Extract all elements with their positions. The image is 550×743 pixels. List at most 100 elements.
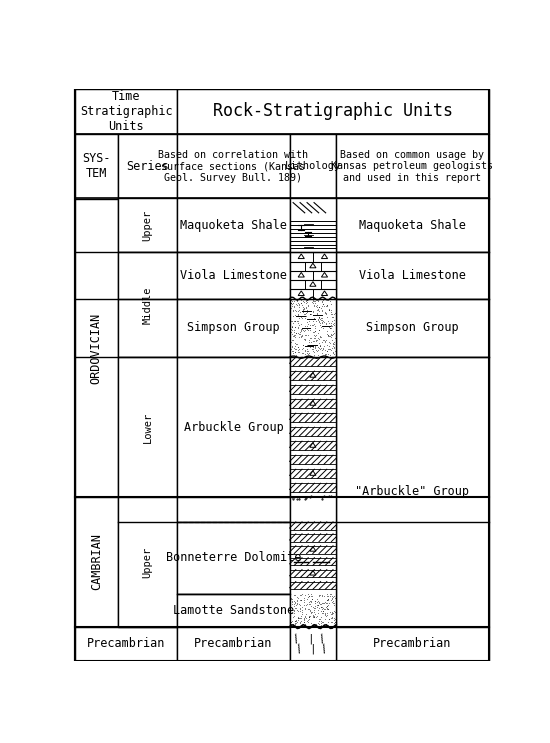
Point bbox=[298, 343, 307, 355]
Point bbox=[305, 319, 314, 331]
Point bbox=[294, 328, 302, 340]
Point bbox=[307, 589, 316, 601]
Point bbox=[314, 341, 323, 353]
Point bbox=[301, 308, 310, 320]
Point bbox=[297, 594, 306, 606]
Text: |: | bbox=[307, 634, 314, 644]
Point bbox=[328, 592, 337, 604]
Point bbox=[294, 308, 303, 319]
Point bbox=[289, 296, 298, 308]
Point bbox=[302, 308, 311, 319]
Point bbox=[321, 307, 329, 319]
Text: Viola Limestone: Viola Limestone bbox=[180, 269, 287, 282]
Point bbox=[322, 597, 331, 609]
Point bbox=[303, 591, 312, 603]
Point bbox=[324, 303, 333, 315]
Point bbox=[301, 311, 310, 322]
Point bbox=[289, 330, 298, 342]
Point bbox=[298, 331, 306, 343]
Point bbox=[324, 336, 333, 348]
Point bbox=[308, 305, 317, 317]
Point bbox=[288, 321, 297, 333]
Text: /: / bbox=[319, 643, 330, 655]
Point bbox=[305, 596, 314, 608]
Point bbox=[290, 594, 299, 606]
Point bbox=[330, 617, 339, 629]
Point bbox=[295, 602, 304, 614]
Point bbox=[312, 599, 321, 611]
Point bbox=[294, 312, 303, 324]
Point bbox=[302, 305, 311, 317]
Point bbox=[299, 325, 308, 337]
Bar bbox=[177, 497, 290, 522]
Point bbox=[329, 348, 338, 360]
Point bbox=[303, 339, 312, 351]
Point bbox=[320, 334, 329, 346]
Text: Based on correlation with
surface sections (Kansas
Geol. Survey Bull. 189): Based on correlation with surface sectio… bbox=[158, 149, 309, 183]
Point bbox=[310, 620, 319, 632]
Point bbox=[295, 599, 304, 611]
Point bbox=[309, 349, 318, 361]
Point bbox=[296, 615, 305, 627]
Text: Precambrian: Precambrian bbox=[87, 637, 166, 650]
Point bbox=[288, 603, 297, 614]
Point bbox=[302, 612, 311, 624]
Point bbox=[312, 307, 321, 319]
Point bbox=[314, 599, 322, 611]
Point bbox=[302, 347, 311, 359]
Point bbox=[294, 606, 302, 617]
Point bbox=[323, 328, 332, 340]
Point bbox=[296, 306, 305, 318]
Point bbox=[318, 334, 327, 345]
Point bbox=[317, 314, 326, 325]
Point bbox=[321, 618, 330, 630]
Point bbox=[289, 334, 298, 346]
Point bbox=[311, 320, 320, 332]
Point bbox=[294, 317, 302, 329]
Point bbox=[296, 612, 305, 624]
Point bbox=[324, 599, 333, 611]
Point bbox=[307, 593, 316, 605]
Point bbox=[302, 322, 311, 334]
Point bbox=[314, 327, 322, 339]
Point bbox=[314, 599, 322, 611]
Point bbox=[305, 316, 314, 328]
Point bbox=[290, 600, 299, 611]
Point bbox=[312, 601, 321, 613]
Point bbox=[307, 343, 316, 355]
Point bbox=[288, 305, 297, 317]
Text: Simpson Group: Simpson Group bbox=[366, 322, 459, 334]
Point bbox=[310, 340, 319, 352]
Point bbox=[314, 605, 322, 617]
Point bbox=[324, 343, 333, 355]
Point bbox=[287, 328, 296, 340]
Point bbox=[309, 341, 317, 353]
Point bbox=[330, 617, 339, 629]
Point bbox=[324, 593, 333, 605]
Point bbox=[288, 596, 297, 608]
Point bbox=[318, 347, 327, 359]
Point bbox=[304, 330, 312, 342]
Point bbox=[289, 324, 298, 336]
Text: Rock-Stratigraphic Units: Rock-Stratigraphic Units bbox=[213, 103, 453, 120]
Text: Bonneterre Dolomite: Bonneterre Dolomite bbox=[166, 551, 301, 564]
Bar bbox=[75, 497, 118, 626]
Text: Lamotte Sandstone: Lamotte Sandstone bbox=[173, 603, 294, 617]
Point bbox=[327, 317, 336, 329]
Point bbox=[307, 606, 316, 617]
Point bbox=[309, 325, 318, 337]
Point bbox=[290, 606, 299, 618]
Text: Precambrian: Precambrian bbox=[373, 637, 452, 650]
Point bbox=[325, 349, 334, 361]
Point bbox=[308, 618, 317, 630]
Point bbox=[290, 302, 299, 314]
Point bbox=[296, 594, 305, 606]
Point bbox=[320, 336, 329, 348]
Point bbox=[300, 296, 309, 308]
Point bbox=[324, 616, 333, 628]
Point bbox=[321, 603, 329, 614]
Point bbox=[302, 320, 311, 332]
Point bbox=[296, 594, 305, 606]
Point bbox=[310, 606, 318, 617]
Point bbox=[315, 340, 324, 351]
